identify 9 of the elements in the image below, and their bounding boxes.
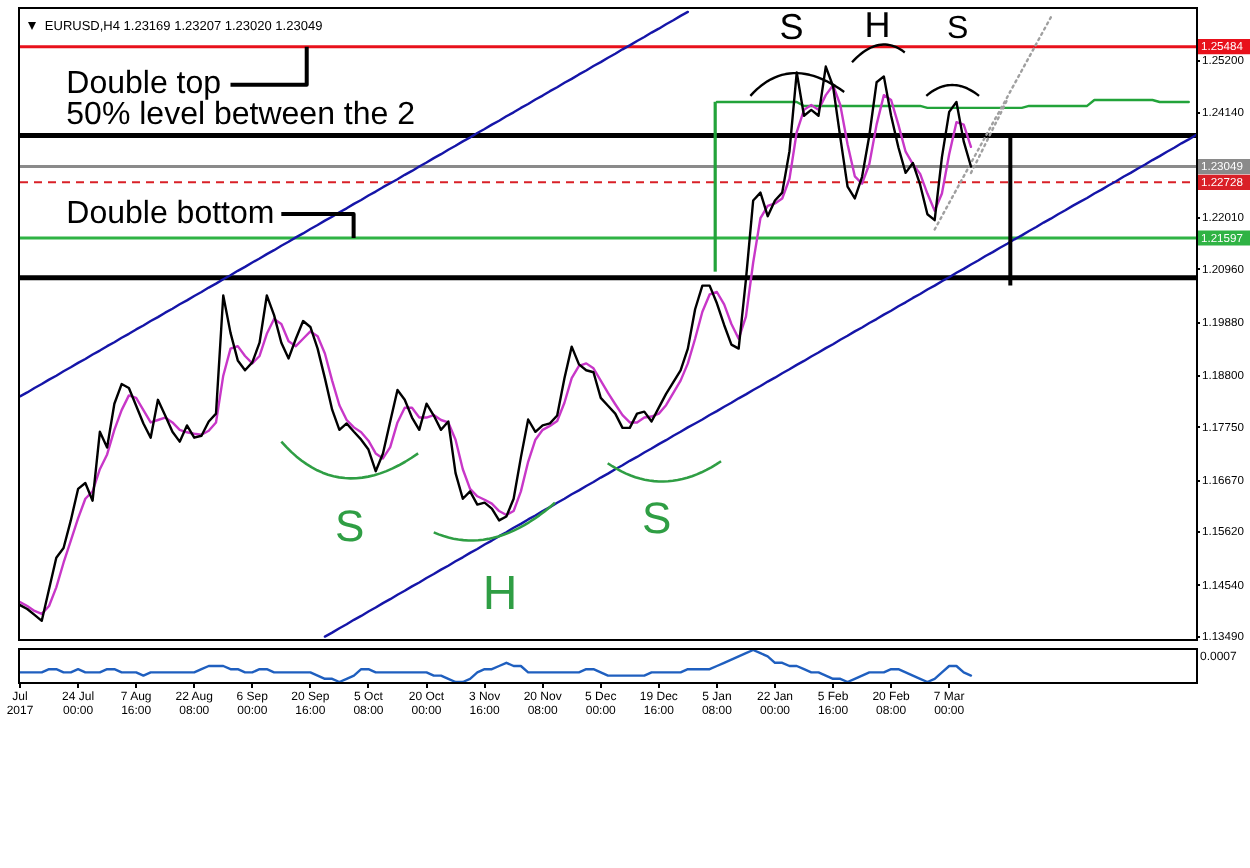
annotation: H <box>864 4 891 45</box>
annotation: 50% level between the 2 <box>66 98 416 133</box>
annotation: H <box>482 566 518 621</box>
annotation: Double bottom <box>66 196 275 231</box>
annotation: S <box>946 11 969 46</box>
annotation: Double top <box>66 67 222 102</box>
annotation: S <box>335 500 365 551</box>
annotation: S <box>779 6 804 47</box>
annotation: S <box>641 492 672 543</box>
